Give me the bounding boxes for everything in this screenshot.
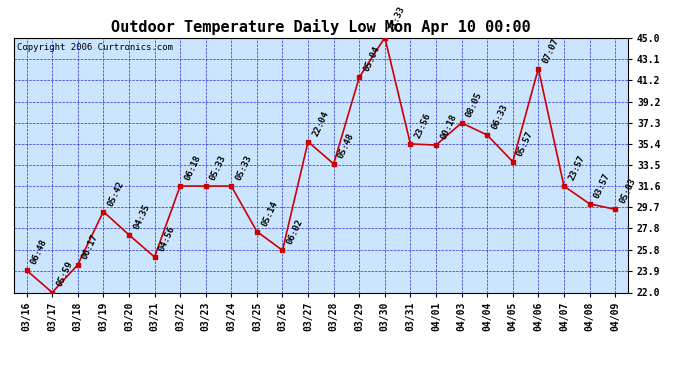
Text: 08:05: 08:05: [464, 90, 484, 119]
Text: 04:35: 04:35: [132, 202, 151, 231]
Text: 05:33: 05:33: [208, 154, 228, 182]
Text: 06:02: 06:02: [285, 218, 305, 246]
Text: 05:14: 05:14: [259, 199, 279, 227]
Text: 05:59: 05:59: [55, 260, 75, 288]
Text: 07:07: 07:07: [541, 36, 561, 64]
Text: 05:42: 05:42: [106, 179, 126, 207]
Text: 06:17: 06:17: [81, 232, 100, 261]
Text: Copyright 2006 Curtronics.com: Copyright 2006 Curtronics.com: [17, 43, 172, 52]
Text: 23:57: 23:57: [566, 154, 586, 182]
Text: 03:57: 03:57: [592, 171, 612, 200]
Title: Outdoor Temperature Daily Low Mon Apr 10 00:00: Outdoor Temperature Daily Low Mon Apr 10…: [111, 19, 531, 35]
Text: 05:57: 05:57: [515, 129, 535, 158]
Text: 04:56: 04:56: [157, 225, 177, 253]
Text: 23:56: 23:56: [413, 112, 433, 140]
Text: 05:48: 05:48: [337, 132, 356, 160]
Text: 05:04: 05:04: [362, 45, 382, 73]
Text: 06:18: 06:18: [183, 154, 202, 182]
Text: 22:04: 22:04: [310, 110, 331, 138]
Text: 06:33: 06:33: [490, 103, 509, 131]
Text: 00:18: 00:18: [439, 113, 458, 141]
Text: 05:33: 05:33: [234, 154, 254, 182]
Text: 05:03: 05:03: [618, 177, 638, 205]
Text: 06:48: 06:48: [30, 238, 49, 266]
Text: 21:33: 21:33: [388, 5, 407, 33]
